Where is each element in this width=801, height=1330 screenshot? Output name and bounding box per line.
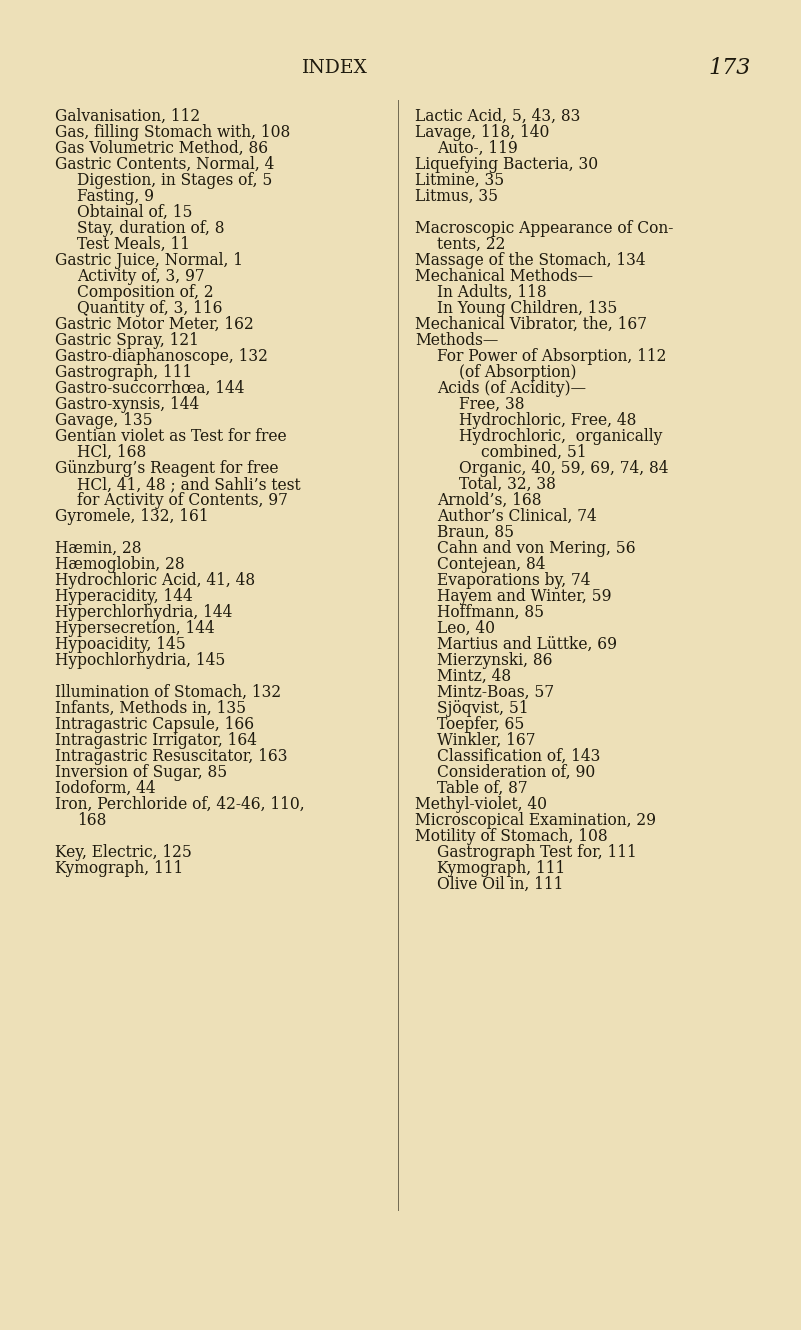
Text: Mintz, 48: Mintz, 48: [437, 668, 511, 685]
Text: Intragastric Resuscitator, 163: Intragastric Resuscitator, 163: [55, 747, 288, 765]
Text: In Adults, 118: In Adults, 118: [437, 285, 546, 301]
Text: Günzburg’s Reagent for free: Günzburg’s Reagent for free: [55, 460, 279, 477]
Text: HCl, 41, 48 ; and Sahli’s test: HCl, 41, 48 ; and Sahli’s test: [77, 476, 300, 493]
Text: Arnold’s, 168: Arnold’s, 168: [437, 492, 541, 509]
Text: Quantity of, 3, 116: Quantity of, 3, 116: [77, 301, 223, 317]
Text: Gastrograph Test for, 111: Gastrograph Test for, 111: [437, 845, 637, 861]
Text: Author’s Clinical, 74: Author’s Clinical, 74: [437, 508, 597, 525]
Text: Hydrochloric Acid, 41, 48: Hydrochloric Acid, 41, 48: [55, 572, 256, 589]
Text: Cahn and von Mering, 56: Cahn and von Mering, 56: [437, 540, 636, 557]
Text: Inversion of Sugar, 85: Inversion of Sugar, 85: [55, 763, 227, 781]
Text: Braun, 85: Braun, 85: [437, 524, 514, 541]
Text: Methyl-violet, 40: Methyl-violet, 40: [415, 795, 547, 813]
Text: Hydrochloric,  organically: Hydrochloric, organically: [459, 428, 662, 446]
Text: Motility of Stomach, 108: Motility of Stomach, 108: [415, 829, 608, 845]
Text: Lavage, 118, 140: Lavage, 118, 140: [415, 124, 549, 141]
Text: Activity of, 3, 97: Activity of, 3, 97: [77, 269, 204, 285]
Text: Microscopical Examination, 29: Microscopical Examination, 29: [415, 813, 656, 829]
Text: Hæmoglobin, 28: Hæmoglobin, 28: [55, 556, 184, 573]
Text: Iodoform, 44: Iodoform, 44: [55, 779, 155, 797]
Text: Gastro-succorrhœa, 144: Gastro-succorrhœa, 144: [55, 380, 244, 396]
Text: 173: 173: [709, 57, 751, 78]
Text: Gastrograph, 111: Gastrograph, 111: [55, 364, 192, 380]
Text: In Young Children, 135: In Young Children, 135: [437, 301, 618, 317]
Text: Auto-, 119: Auto-, 119: [437, 140, 517, 157]
Text: Gastric Spray, 121: Gastric Spray, 121: [55, 332, 199, 348]
Text: Kymograph, 111: Kymograph, 111: [437, 861, 566, 876]
Text: Lactic Acid, 5, 43, 83: Lactic Acid, 5, 43, 83: [415, 108, 581, 125]
Text: Organic, 40, 59, 69, 74, 84: Organic, 40, 59, 69, 74, 84: [459, 460, 669, 477]
Text: Gas Volumetric Method, 86: Gas Volumetric Method, 86: [55, 140, 268, 157]
Text: Intragastric Capsule, 166: Intragastric Capsule, 166: [55, 716, 254, 733]
Text: Toepfer, 65: Toepfer, 65: [437, 716, 525, 733]
Text: Kymograph, 111: Kymograph, 111: [55, 861, 183, 876]
Text: Classification of, 143: Classification of, 143: [437, 747, 601, 765]
Text: Gastric Contents, Normal, 4: Gastric Contents, Normal, 4: [55, 156, 275, 173]
Text: Martius and Lüttke, 69: Martius and Lüttke, 69: [437, 636, 617, 653]
Text: (of Absorption): (of Absorption): [459, 364, 577, 380]
Text: Leo, 40: Leo, 40: [437, 620, 495, 637]
Text: Galvanisation, 112: Galvanisation, 112: [55, 108, 200, 125]
Text: Liquefying Bacteria, 30: Liquefying Bacteria, 30: [415, 156, 598, 173]
Text: Hæmin, 28: Hæmin, 28: [55, 540, 142, 557]
Text: Litmus, 35: Litmus, 35: [415, 188, 498, 205]
Text: Fasting, 9: Fasting, 9: [77, 188, 154, 205]
Text: Hoffmann, 85: Hoffmann, 85: [437, 604, 544, 621]
Text: Mierzynski, 86: Mierzynski, 86: [437, 652, 553, 669]
Text: Stay, duration of, 8: Stay, duration of, 8: [77, 219, 224, 237]
Text: Test Meals, 11: Test Meals, 11: [77, 235, 190, 253]
Text: Gas, filling Stomach with, 108: Gas, filling Stomach with, 108: [55, 124, 290, 141]
Text: For Power of Absorption, 112: For Power of Absorption, 112: [437, 348, 666, 364]
Text: combined, 51: combined, 51: [481, 444, 586, 462]
Text: for Activity of Contents, 97: for Activity of Contents, 97: [77, 492, 288, 509]
Text: Acids (of Acidity)—: Acids (of Acidity)—: [437, 380, 586, 396]
Text: Iron, Perchloride of, 42-46, 110,: Iron, Perchloride of, 42-46, 110,: [55, 795, 304, 813]
Text: Contejean, 84: Contejean, 84: [437, 556, 545, 573]
Text: Gastro-xynsis, 144: Gastro-xynsis, 144: [55, 396, 199, 414]
Text: Hypoacidity, 145: Hypoacidity, 145: [55, 636, 186, 653]
Text: Litmine, 35: Litmine, 35: [415, 172, 505, 189]
Text: HCl, 168: HCl, 168: [77, 444, 147, 462]
Text: Hydrochloric, Free, 48: Hydrochloric, Free, 48: [459, 412, 636, 430]
Text: Gentian violet as Test for free: Gentian violet as Test for free: [55, 428, 287, 446]
Text: Mechanical Methods—: Mechanical Methods—: [415, 269, 593, 285]
Text: INDEX: INDEX: [302, 59, 368, 77]
Text: Gyromele, 132, 161: Gyromele, 132, 161: [55, 508, 208, 525]
Text: Composition of, 2: Composition of, 2: [77, 285, 214, 301]
Text: Sjöqvist, 51: Sjöqvist, 51: [437, 700, 529, 717]
Text: Winkler, 167: Winkler, 167: [437, 732, 536, 749]
Text: Mechanical Vibrator, the, 167: Mechanical Vibrator, the, 167: [415, 317, 647, 332]
Text: Methods—: Methods—: [415, 332, 498, 348]
Text: Illumination of Stomach, 132: Illumination of Stomach, 132: [55, 684, 281, 701]
Text: Hyperchlorhydria, 144: Hyperchlorhydria, 144: [55, 604, 232, 621]
Text: Olive Oil in, 111: Olive Oil in, 111: [437, 876, 563, 892]
Text: Mintz-Boas, 57: Mintz-Boas, 57: [437, 684, 554, 701]
Text: Massage of the Stomach, 134: Massage of the Stomach, 134: [415, 251, 646, 269]
Text: 168: 168: [77, 813, 107, 829]
Text: Hypersecretion, 144: Hypersecretion, 144: [55, 620, 215, 637]
Text: Gavage, 135: Gavage, 135: [55, 412, 153, 430]
Text: Table of, 87: Table of, 87: [437, 779, 528, 797]
Text: Key, Electric, 125: Key, Electric, 125: [55, 845, 192, 861]
Text: Macroscopic Appearance of Con-: Macroscopic Appearance of Con-: [415, 219, 674, 237]
Text: Infants, Methods in, 135: Infants, Methods in, 135: [55, 700, 246, 717]
Text: tents, 22: tents, 22: [437, 235, 505, 253]
Text: Free, 38: Free, 38: [459, 396, 525, 414]
Text: Gastric Motor Meter, 162: Gastric Motor Meter, 162: [55, 317, 254, 332]
Text: Hyperacidity, 144: Hyperacidity, 144: [55, 588, 193, 605]
Text: Gastric Juice, Normal, 1: Gastric Juice, Normal, 1: [55, 251, 243, 269]
Text: Total, 32, 38: Total, 32, 38: [459, 476, 556, 493]
Text: Obtainal of, 15: Obtainal of, 15: [77, 203, 192, 221]
Text: Hypochlorhydria, 145: Hypochlorhydria, 145: [55, 652, 225, 669]
Text: Digestion, in Stages of, 5: Digestion, in Stages of, 5: [77, 172, 272, 189]
Text: Evaporations by, 74: Evaporations by, 74: [437, 572, 590, 589]
Text: Hayem and Winter, 59: Hayem and Winter, 59: [437, 588, 611, 605]
Text: Gastro-diaphanoscope, 132: Gastro-diaphanoscope, 132: [55, 348, 268, 364]
Text: Intragastric Irrigator, 164: Intragastric Irrigator, 164: [55, 732, 257, 749]
Text: Consideration of, 90: Consideration of, 90: [437, 763, 595, 781]
